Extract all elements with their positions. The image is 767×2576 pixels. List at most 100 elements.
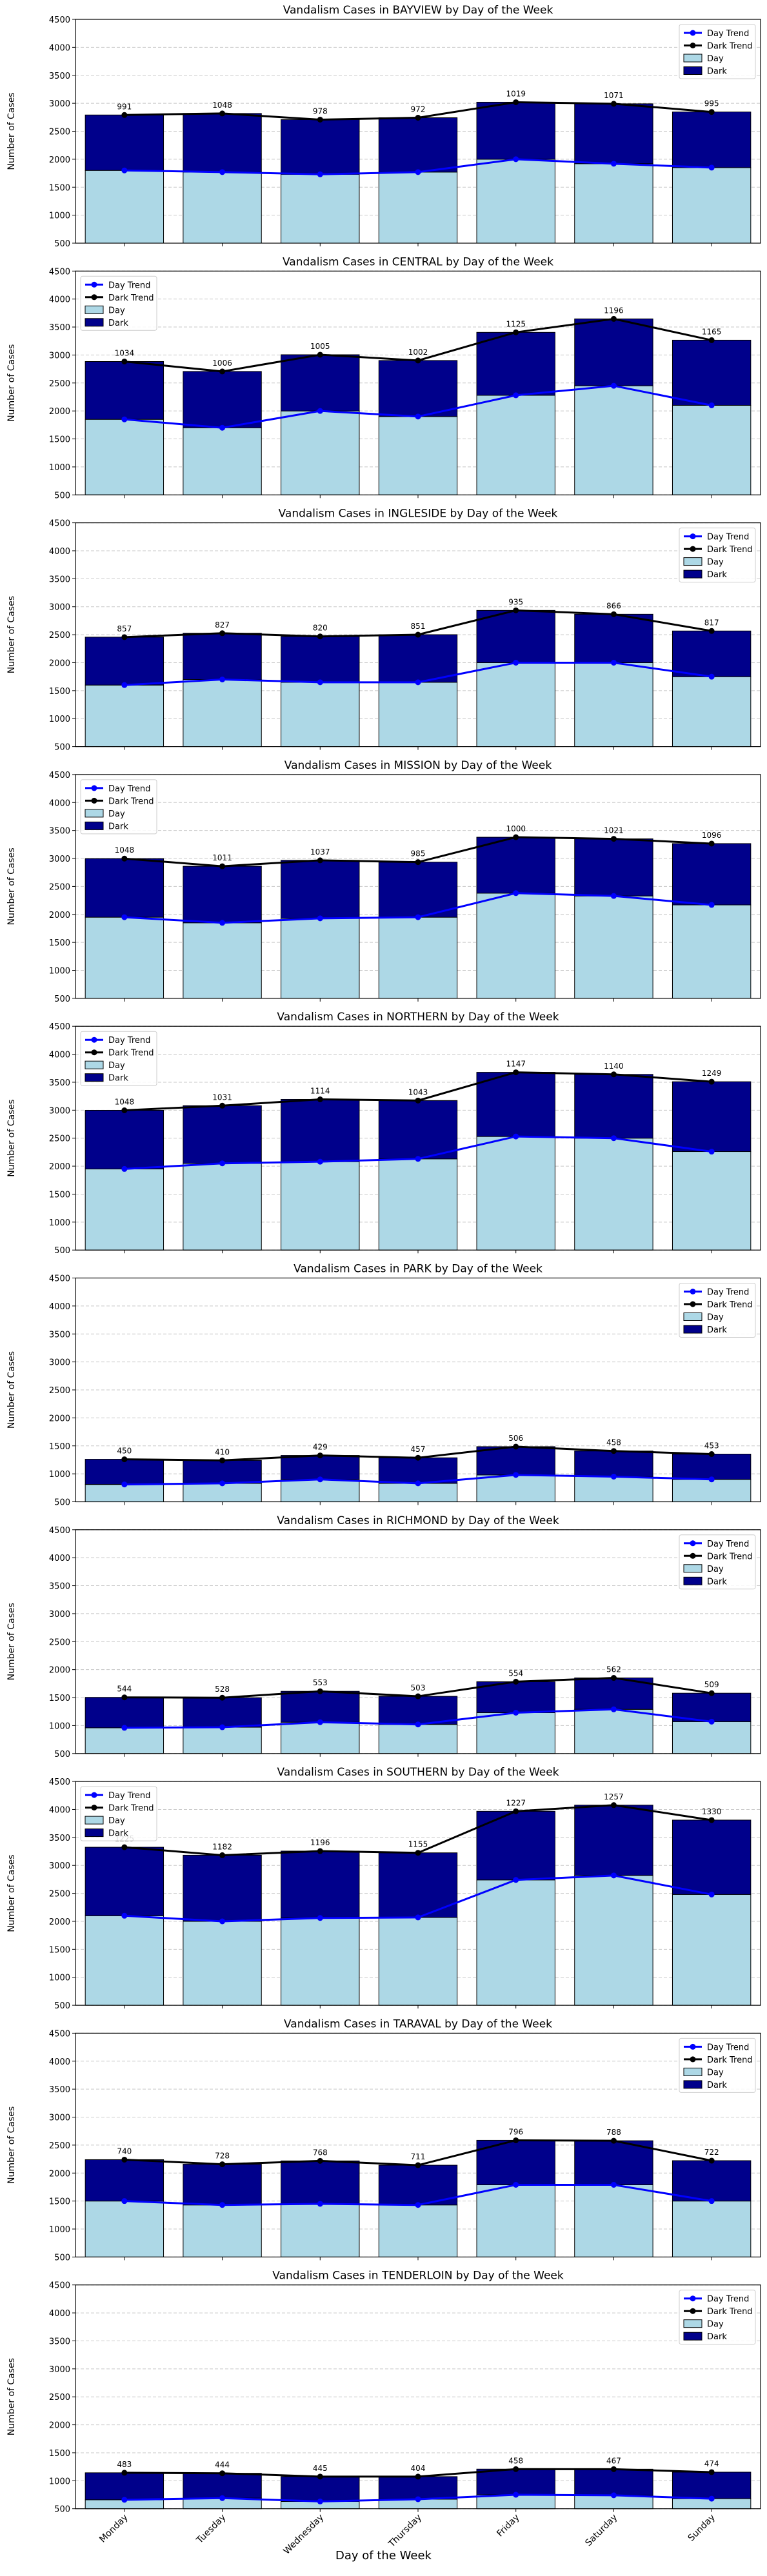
data-label: 991 <box>117 102 132 111</box>
bar-day <box>281 918 360 999</box>
y-tick-label: 500 <box>54 1498 70 1508</box>
dark-trend-point <box>708 2469 715 2475</box>
dark-trend-point <box>219 1852 226 1858</box>
y-tick-label: 1000 <box>49 715 70 724</box>
bar-dark <box>574 2140 653 2185</box>
y-tick-label: 1500 <box>49 1190 70 1200</box>
bar-day <box>574 1476 653 1502</box>
dark-trend-point <box>610 836 617 842</box>
y-tick-label: 4000 <box>49 1302 70 1312</box>
bar-day <box>476 1474 555 1503</box>
day-trend-point <box>219 920 226 926</box>
data-label: 1048 <box>212 101 232 110</box>
y-axis-label: Number of Cases <box>6 344 17 422</box>
data-label: 1196 <box>604 306 624 315</box>
day-trend-point <box>121 682 128 688</box>
bar-day <box>672 1721 752 1754</box>
bar-dark <box>183 1105 262 1164</box>
data-label: 1227 <box>506 1798 526 1807</box>
legend-box <box>679 1534 756 1590</box>
y-tick-label: 1000 <box>49 1974 70 1983</box>
y-axis-label: Number of Cases <box>6 1351 17 1429</box>
legend-label: Dark Trend <box>707 2056 753 2065</box>
data-label: 1006 <box>212 359 232 368</box>
data-label: 474 <box>704 2459 719 2468</box>
y-tick-label: 1000 <box>49 1470 70 1480</box>
y-tick-label: 3000 <box>49 2114 70 2123</box>
data-label: 458 <box>606 1438 621 1447</box>
y-tick-label: 500 <box>54 239 70 249</box>
y-tick-label: 1500 <box>49 1442 70 1452</box>
data-label: 935 <box>508 597 523 606</box>
bar-day <box>378 1158 458 1251</box>
day-trend-point <box>610 2492 617 2499</box>
y-tick-label: 3000 <box>49 1610 70 1620</box>
data-label: 866 <box>606 601 621 610</box>
bar-day <box>476 2184 555 2257</box>
data-label: 1140 <box>604 1062 624 1071</box>
legend-label: Dark <box>108 1074 128 1084</box>
bar-dark <box>183 2164 262 2206</box>
legend-label: Dark Trend <box>707 1552 753 1561</box>
dark-trend-point <box>121 1844 128 1850</box>
data-label: 1182 <box>212 1842 232 1851</box>
data-label: 1249 <box>702 1069 722 1078</box>
legend-label: Day <box>108 1816 125 1826</box>
legend-box <box>80 779 157 835</box>
day-trend-point <box>513 2181 519 2188</box>
chart-title: Vandalism Cases in SOUTHERN by Day of th… <box>277 1766 559 1779</box>
dark-trend-point <box>708 109 715 115</box>
day-trend-point <box>415 2202 421 2208</box>
bar-dark <box>476 2468 555 2495</box>
legend-day-trend-marker <box>690 1540 696 1547</box>
y-tick-label: 500 <box>54 2253 70 2263</box>
day-trend-point <box>317 1915 323 1921</box>
legend-box <box>80 1031 157 1086</box>
bar-day <box>183 1727 262 1754</box>
data-label: 1125 <box>506 319 526 328</box>
bar-day <box>85 1727 164 1754</box>
legend-dark-trend-marker <box>690 546 696 552</box>
bar-day <box>281 1721 360 1754</box>
bar-dark <box>378 862 458 918</box>
data-label: 711 <box>411 2152 426 2161</box>
bar-dark <box>85 1697 164 1729</box>
legend-label: Day Trend <box>707 2043 749 2052</box>
day-trend-point <box>610 2181 617 2188</box>
bar-day <box>183 2204 262 2257</box>
bar-dark <box>574 1074 653 1139</box>
bar-dark <box>281 2476 360 2502</box>
data-label: 1114 <box>310 1086 330 1095</box>
dark-trend-point <box>708 337 715 343</box>
legend-label: Dark <box>707 570 727 580</box>
dark-trend-point <box>513 329 519 335</box>
legend-day-trend-marker <box>690 30 696 36</box>
bar-dark <box>183 1697 262 1728</box>
legend-dark-swatch <box>85 1073 104 1082</box>
legend-day-swatch <box>683 1564 702 1573</box>
day-trend-point <box>317 1719 323 1725</box>
legend-dark-trend-marker <box>690 1301 696 1307</box>
data-label: 553 <box>313 1678 328 1687</box>
data-label: 467 <box>606 2456 621 2465</box>
y-tick-label: 4500 <box>49 1274 70 1284</box>
data-label: 820 <box>313 624 328 633</box>
bar-dark <box>183 1854 262 1922</box>
y-tick-label: 500 <box>54 1750 70 1759</box>
day-trend-point <box>708 1149 715 1155</box>
y-tick-label: 2000 <box>49 1917 70 1927</box>
bar-day <box>476 662 555 748</box>
legend-label: Dark <box>108 1829 128 1839</box>
legend-dark-trend-marker <box>690 2308 696 2314</box>
legend-dark-swatch <box>683 570 702 579</box>
legend-dark-swatch <box>683 1576 702 1585</box>
dark-trend-point <box>610 1448 617 1454</box>
data-label: 457 <box>411 1445 426 1454</box>
legend-day-swatch <box>85 1060 104 1069</box>
legend-box <box>679 528 756 583</box>
bar-day <box>476 1712 555 1754</box>
bar-dark <box>281 354 360 411</box>
y-tick-label: 500 <box>54 995 70 1004</box>
bar-day <box>85 2201 164 2257</box>
bar-day <box>281 2203 360 2257</box>
